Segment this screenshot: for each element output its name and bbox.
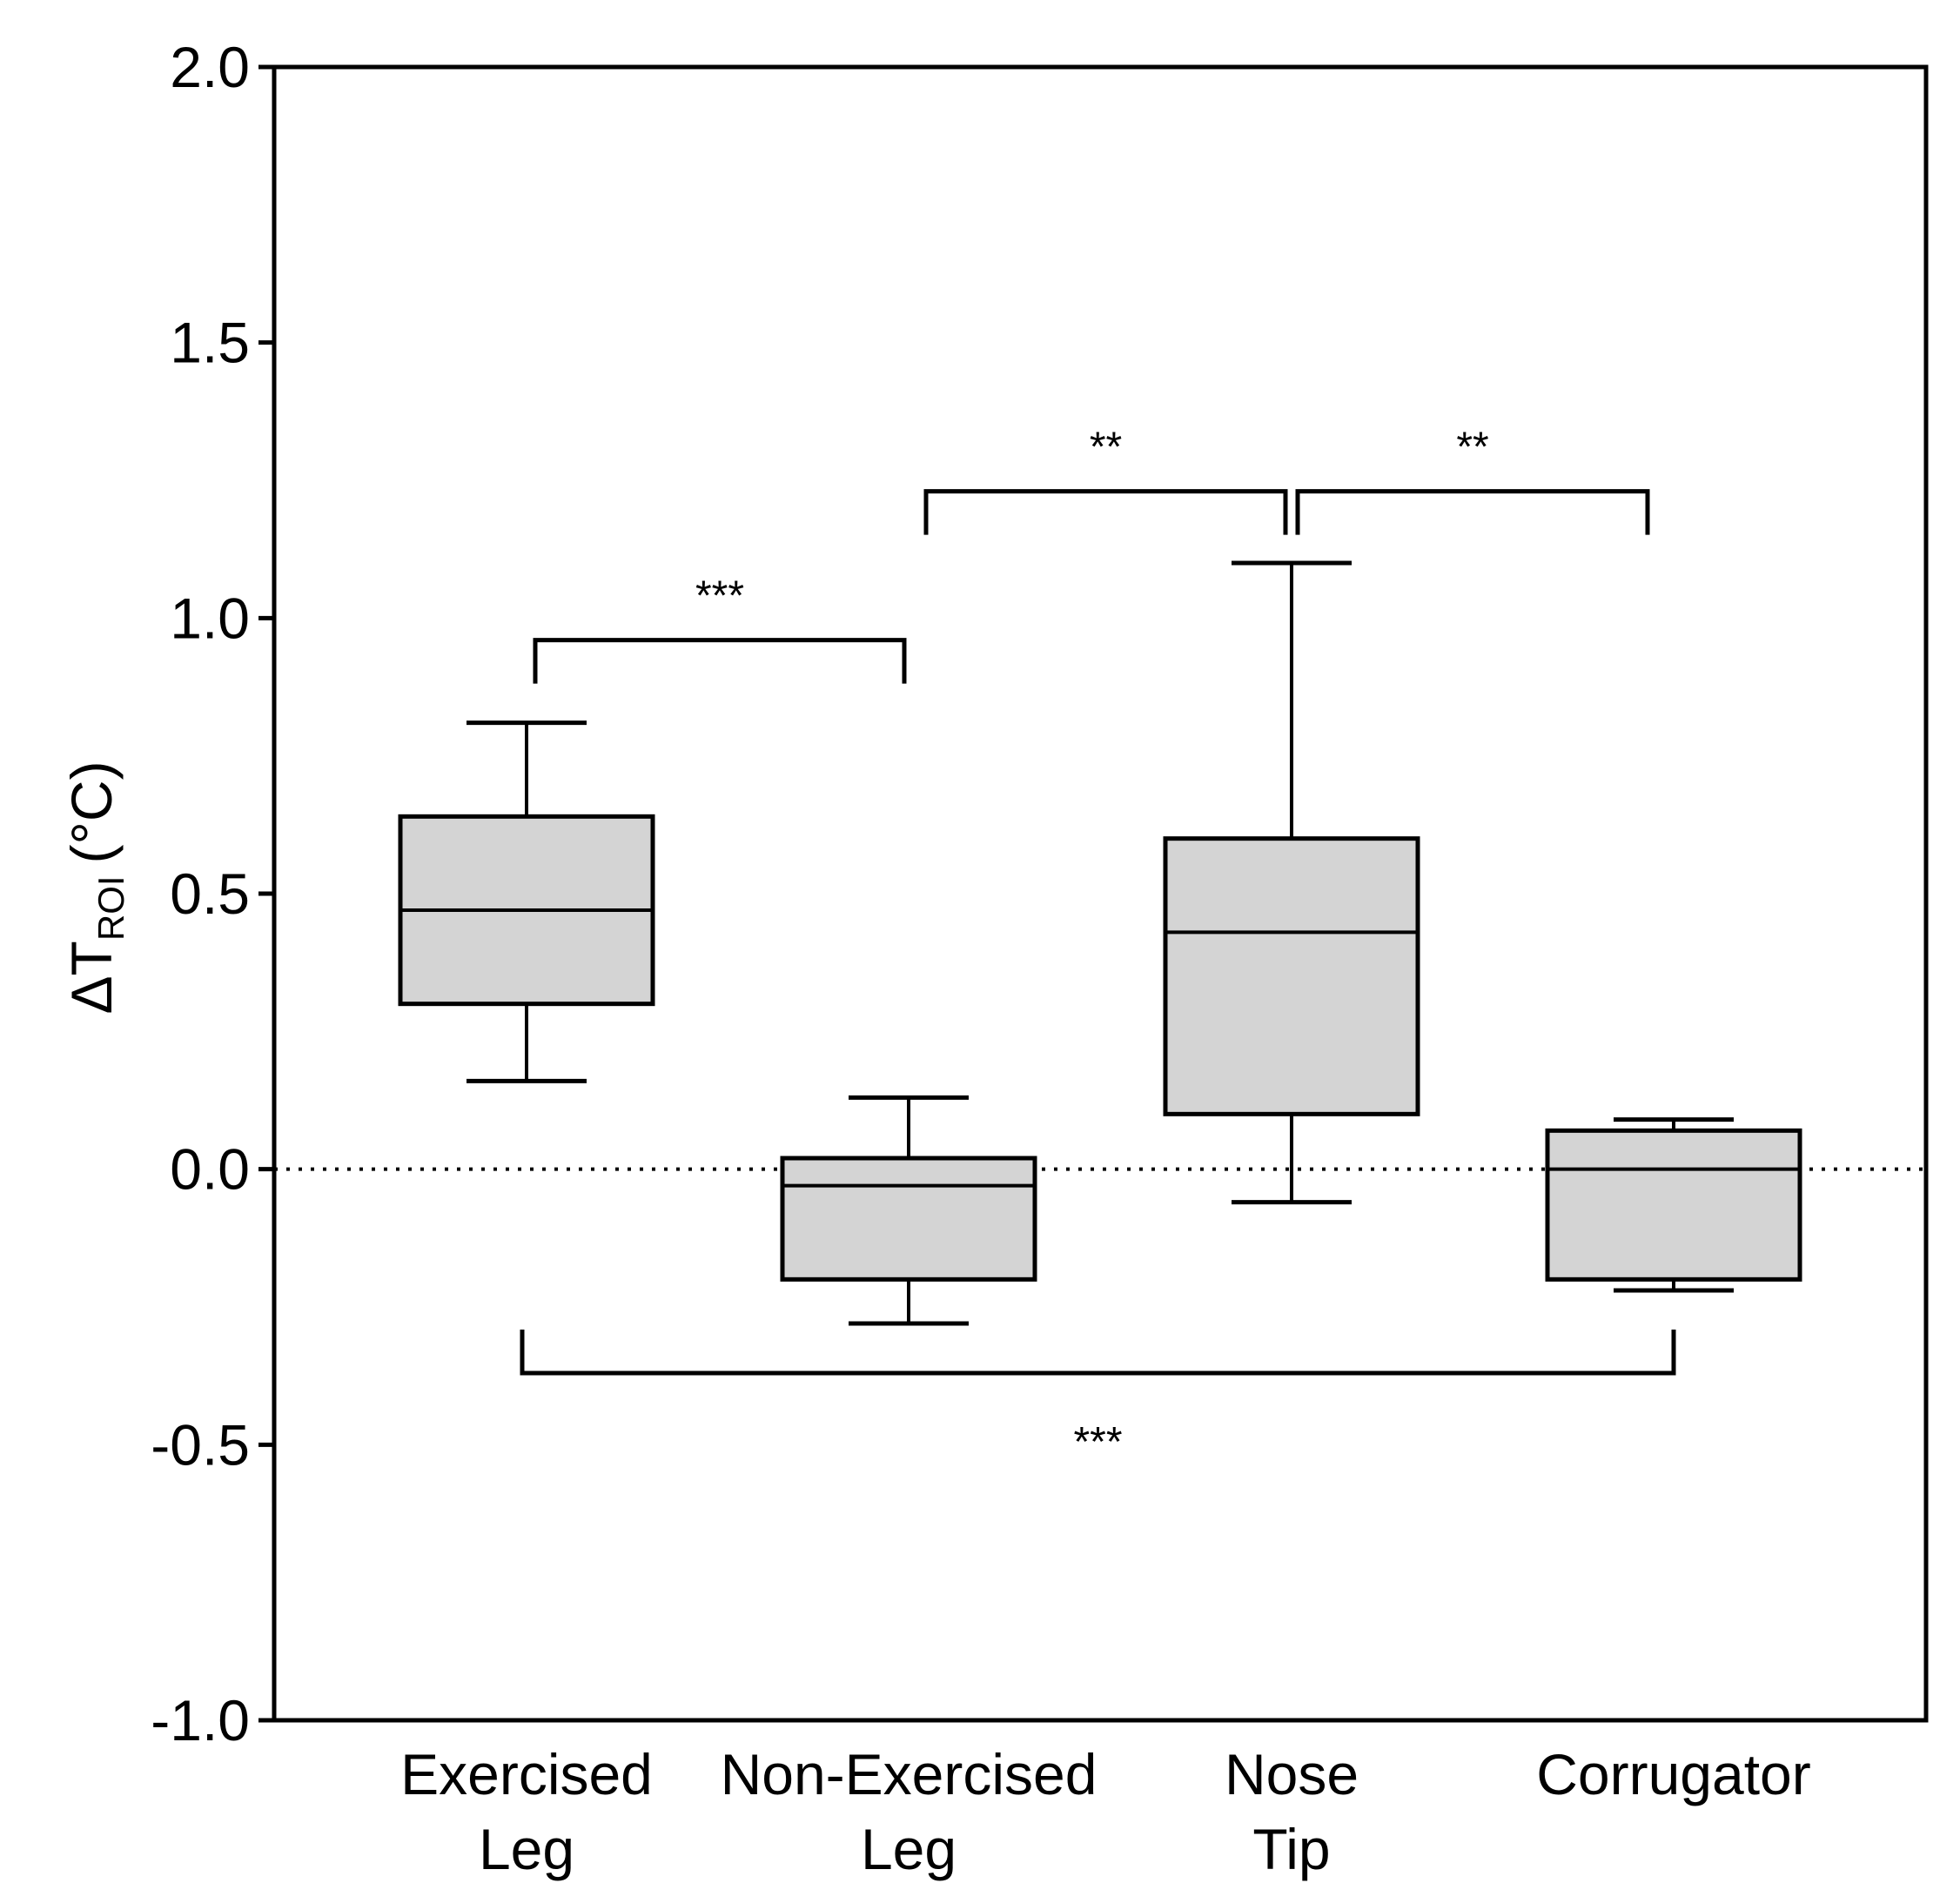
significance-label: *** [695, 573, 744, 620]
box-iqr [1545, 1128, 1802, 1282]
significance-label: ** [1456, 425, 1488, 471]
box-3 [1163, 560, 1420, 1205]
box-iqr [1163, 836, 1420, 1116]
y-tick-label: 2.0 [170, 35, 250, 99]
x-category-label: Exercised [400, 1742, 653, 1806]
bracket-line [520, 1330, 1676, 1376]
y-tick-label: 1.5 [170, 311, 250, 375]
y-axis-title-prefix: ΔT [59, 941, 124, 1014]
significance-label: *** [1073, 1419, 1122, 1465]
bracket-line [923, 489, 1288, 535]
y-tick-label: 0.5 [170, 861, 250, 926]
x-category-label-line2: Leg [861, 1817, 957, 1881]
box-1 [398, 720, 655, 1083]
y-tick-label: -0.5 [151, 1412, 250, 1477]
y-tick-label: 1.0 [170, 586, 250, 650]
significance-bracket-4: *** [520, 1330, 1676, 1465]
box-2 [780, 1095, 1037, 1326]
significance-bracket-3: ** [1295, 425, 1650, 535]
x-category-label-line2: Tip [1252, 1817, 1330, 1881]
y-tick-label: -1.0 [151, 1688, 250, 1752]
boxes [398, 560, 1802, 1326]
bracket-line [1295, 489, 1650, 535]
y-axis-title-suffix: (°C) [59, 761, 124, 863]
y-axis-title-subscript: ROI [91, 875, 131, 941]
box-iqr [780, 1156, 1037, 1282]
y-tick-label: 0.0 [170, 1137, 250, 1202]
x-category-label-line2: Leg [479, 1817, 574, 1881]
x-axis-categories: Exercised Leg Non-Exercised Leg Nose Tip Corru… [400, 1742, 1811, 1881]
bracket-line [533, 638, 907, 684]
significance-bracket-1: *** [533, 573, 907, 684]
significance-brackets: ***** ***** [520, 425, 1676, 1465]
y-axis-ticks: 2.0 1.5 1.0 0.5 0.0 -0.5 -1.0 [151, 35, 274, 1752]
x-category-label: Corrugator [1536, 1742, 1810, 1806]
y-axis-title: ΔTROI (°C) [59, 761, 131, 1014]
x-category-label: Nose [1225, 1742, 1359, 1806]
x-category-label: Non-Exercised [721, 1742, 1097, 1806]
significance-label: ** [1090, 425, 1122, 471]
significance-bracket-2: ** [923, 425, 1288, 535]
box-4 [1545, 1117, 1802, 1293]
